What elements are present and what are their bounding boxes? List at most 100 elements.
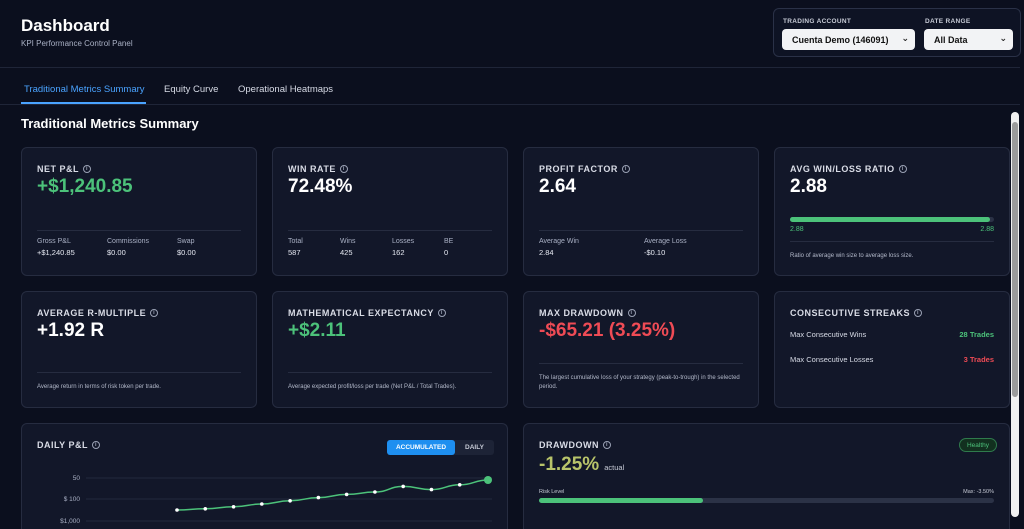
- y-tick-label: $1,000: [60, 518, 80, 525]
- info-icon[interactable]: i: [83, 165, 92, 173]
- max-drawdown-card: MAX DRAWDOWN i -$65.21 (3.25%) The larges…: [523, 291, 759, 408]
- page-subtitle: KPI Performance Control Panel: [21, 39, 133, 48]
- card-title: AVG WIN/LOSS RATIO i: [790, 164, 907, 174]
- data-point[interactable]: [231, 505, 236, 509]
- average-win: Average Win 2.84: [539, 238, 579, 257]
- avg-r-value: +1.92 R: [37, 320, 105, 341]
- data-point[interactable]: [344, 492, 349, 497]
- profit-factor-card: PROFIT FACTOR i 2.64 Average Win 2.84 Ave…: [523, 147, 759, 276]
- data-point[interactable]: [429, 487, 434, 492]
- net-pnl-value: +$1,240.85: [37, 176, 133, 197]
- info-icon[interactable]: i: [92, 441, 101, 449]
- profit-factor-value: 2.64: [539, 176, 576, 197]
- streaks-card: CONSECUTIVE STREAKS i Max Consecutive Win…: [774, 291, 1010, 408]
- tab-operational-heatmaps[interactable]: Operational Heatmaps: [238, 84, 334, 95]
- card-title: MAX DRAWDOWN i: [539, 308, 636, 318]
- ratio-bar-fill: [790, 217, 990, 222]
- info-icon[interactable]: i: [627, 309, 636, 317]
- tab-equity-curve[interactable]: Equity Curve: [164, 84, 219, 95]
- average-loss: Average Loss -$0.10: [644, 238, 687, 257]
- expectancy-note: Average expected profit/loss per trade (…: [288, 384, 457, 390]
- header-divider: [0, 67, 1020, 68]
- ratio-note: Ratio of average win size to average los…: [790, 253, 914, 259]
- avg-win-loss-value: 2.88: [790, 176, 827, 197]
- break-even: BE 0: [444, 238, 454, 257]
- info-icon[interactable]: i: [621, 165, 630, 173]
- tab-bar: Traditional Metrics Summary Equity Curve…: [0, 68, 1020, 105]
- chevron-down-icon: ⌄: [999, 33, 1007, 43]
- card-title: PROFIT FACTOR i: [539, 164, 630, 174]
- info-icon[interactable]: i: [898, 165, 907, 173]
- trading-account-value: Cuenta Demo (146091): [792, 34, 889, 45]
- header: Dashboard KPI Performance Control Panel …: [0, 0, 1024, 68]
- data-point[interactable]: [373, 490, 377, 494]
- section-title: Traditional Metrics Summary: [21, 116, 199, 131]
- ratio-left-value: 2.88: [790, 226, 804, 233]
- card-title: DAILY P&L i: [37, 440, 101, 450]
- date-range-value: All Data: [934, 34, 968, 45]
- max-consecutive-losses: Max Consecutive Losses 3 Trades: [790, 355, 994, 364]
- avg-win-loss-card: AVG WIN/LOSS RATIO i 2.88 2.88 2.88 Ratio…: [774, 147, 1010, 276]
- win-rate-card: WIN RATE i 72.48% Total 587 Wins 425 Loss…: [272, 147, 508, 276]
- losses: Losses 162: [392, 238, 415, 257]
- gross-pnl: Gross P&L +$1,240.85: [37, 238, 75, 257]
- max-drawdown-note: The largest cumulative loss of your stra…: [539, 375, 740, 390]
- drawdown-suffix: actual: [604, 463, 625, 472]
- card-title: DRAWDOWN i: [539, 440, 611, 450]
- scrollbar-thumb[interactable]: [1012, 122, 1018, 397]
- tab-traditional-metrics[interactable]: Traditional Metrics Summary: [24, 84, 145, 95]
- data-point[interactable]: [316, 495, 321, 500]
- drawdown-value: -1.25%: [539, 454, 600, 475]
- card-divider: [37, 372, 241, 373]
- daily-pnl-card: DAILY P&L i ACCUMULATED DAILY 50 $ 100 $1,0…: [21, 423, 508, 529]
- card-divider: [539, 363, 743, 364]
- expectancy-value: +$2.11: [288, 320, 346, 341]
- info-icon[interactable]: i: [150, 309, 159, 317]
- data-point[interactable]: [401, 484, 405, 489]
- page-scrollbar[interactable]: [1011, 112, 1019, 517]
- data-point[interactable]: [457, 483, 462, 487]
- ratio-right-value: 2.88: [980, 226, 994, 233]
- risk-level-bar: [539, 498, 994, 503]
- card-title: MATHEMATICAL EXPECTANCY i: [288, 308, 446, 318]
- daily-button[interactable]: DAILY: [465, 444, 484, 451]
- filters-panel: TRADING ACCOUNT Cuenta Demo (146091) ⌄ D…: [773, 8, 1021, 57]
- card-title: WIN RATE i: [288, 164, 348, 174]
- total-trades: Total 587: [288, 238, 303, 257]
- status-badge: Healthy: [958, 438, 997, 452]
- ratio-bar: [790, 217, 994, 222]
- trading-account-select[interactable]: Cuenta Demo (146091) ⌄: [782, 29, 915, 50]
- date-range-select[interactable]: All Data ⌄: [924, 29, 1013, 50]
- info-icon[interactable]: i: [914, 309, 923, 317]
- info-icon[interactable]: i: [437, 309, 446, 317]
- info-icon[interactable]: i: [603, 441, 611, 449]
- info-icon[interactable]: i: [339, 165, 348, 173]
- expectancy-card: MATHEMATICAL EXPECTANCY i +$2.11 Average …: [272, 291, 508, 408]
- trading-account-label: TRADING ACCOUNT: [783, 18, 852, 25]
- avg-r-note: Average return in terms of risk token pe…: [37, 384, 161, 390]
- data-point[interactable]: [203, 507, 208, 511]
- card-title: NET P&L i: [37, 164, 92, 174]
- chevron-down-icon: ⌄: [901, 33, 909, 43]
- data-point[interactable]: [288, 499, 292, 503]
- drawdown-current: -1.25% actual: [539, 454, 624, 476]
- data-point[interactable]: [484, 476, 492, 484]
- drawdown-card: DRAWDOWN i Healthy -1.25% actual Risk Lev…: [523, 423, 1010, 529]
- page-title: Dashboard: [21, 16, 110, 35]
- risk-level-label: Risk Level: [539, 489, 565, 495]
- data-point[interactable]: [175, 508, 179, 512]
- risk-max-label: Max: -3.50%: [963, 489, 994, 495]
- wins: Wins 425: [340, 238, 356, 257]
- card-title: CONSECUTIVE STREAKS i: [790, 308, 923, 318]
- series-line: [176, 479, 489, 511]
- card-divider: [539, 230, 743, 231]
- accumulated-button[interactable]: ACCUMULATED: [387, 440, 455, 455]
- win-rate-value: 72.48%: [288, 176, 353, 197]
- avg-r-multiple-card: AVERAGE R-MULTIPLE i +1.92 R Average retu…: [21, 291, 257, 408]
- card-divider: [37, 230, 241, 231]
- y-tick-label: $ 100: [64, 496, 81, 503]
- data-point[interactable]: [260, 502, 264, 506]
- active-tab-indicator: [21, 102, 146, 104]
- net-pnl-card: NET P&L i +$1,240.85 Gross P&L +$1,240.85…: [21, 147, 257, 276]
- card-divider: [288, 230, 492, 231]
